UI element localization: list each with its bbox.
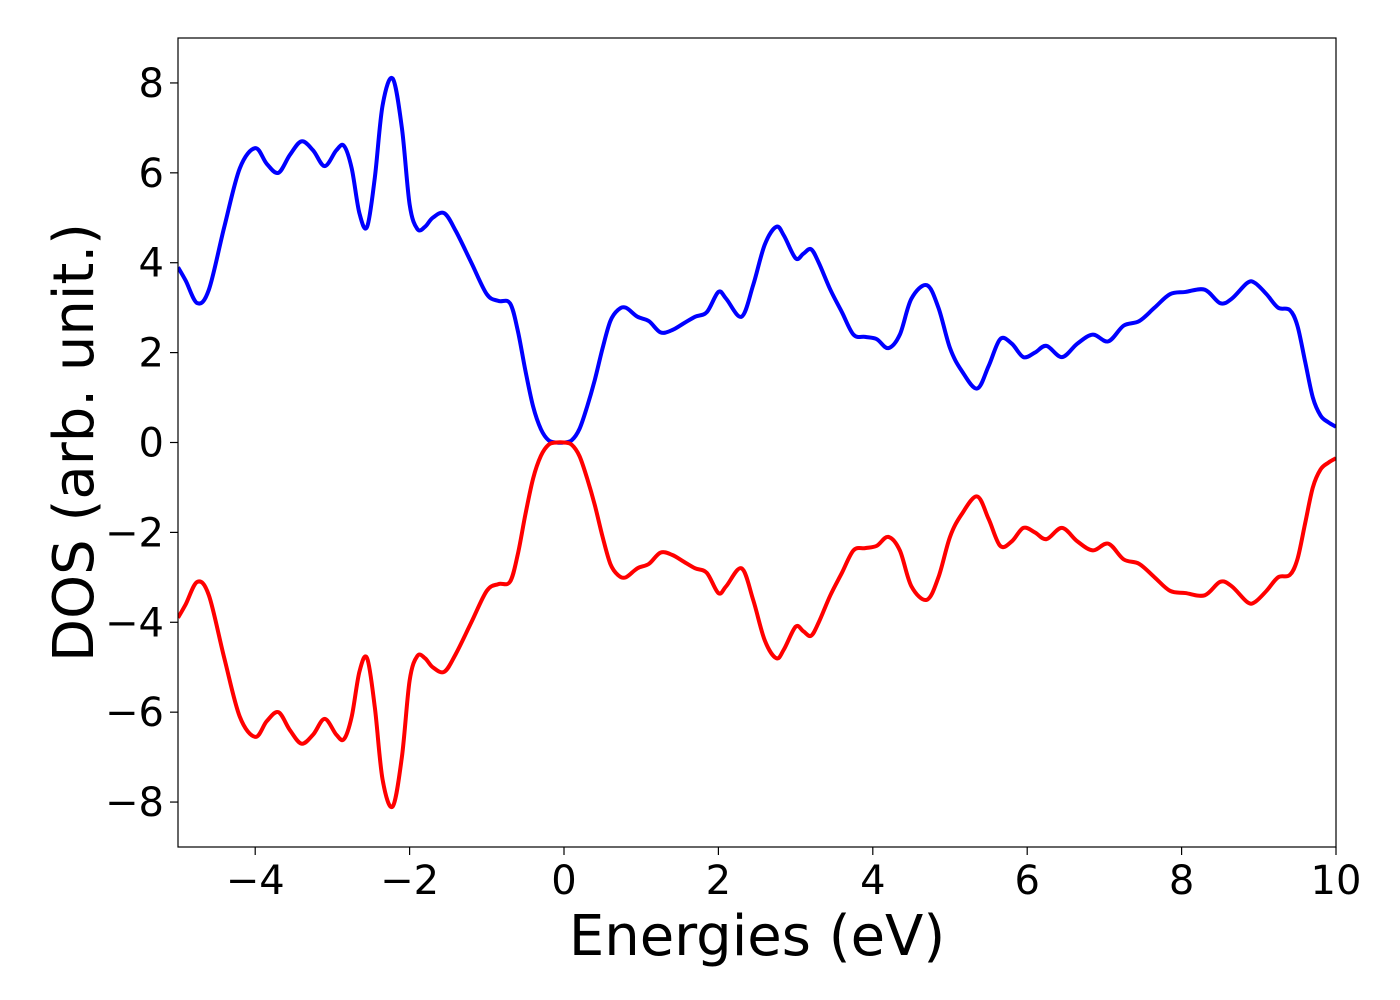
- x-tick-label: 10: [1311, 858, 1362, 904]
- x-tick-label: 0: [551, 858, 576, 904]
- x-tick-label: −2: [380, 858, 439, 904]
- series-line-2: [178, 440, 1336, 810]
- x-tick-label: 6: [1014, 858, 1039, 904]
- y-tick-label: −6: [105, 690, 164, 736]
- y-tick-label: 2: [139, 331, 164, 377]
- y-axis-title: DOS (arb. unit.): [42, 223, 107, 662]
- x-axis-title: Energies (eV): [569, 904, 945, 969]
- y-tick-label: −4: [105, 600, 164, 646]
- y-tick-label: 0: [139, 421, 164, 467]
- y-tick-label: 6: [139, 151, 164, 197]
- x-tick-label: 8: [1169, 858, 1194, 904]
- y-axis-ticks: −8 −6 −4 −2 0 2 4 6 8: [105, 61, 178, 826]
- series-line-1: [178, 75, 1336, 445]
- y-tick-label: 8: [139, 61, 164, 107]
- y-tick-label: 4: [139, 241, 164, 287]
- x-tick-label: 2: [706, 858, 731, 904]
- y-tick-label: −2: [105, 510, 164, 556]
- x-tick-label: 4: [860, 858, 885, 904]
- x-tick-label: −4: [226, 858, 285, 904]
- plot-lines: [178, 75, 1336, 810]
- x-axis-ticks: −4 −2 0 2 4 6 8 10: [226, 847, 1362, 904]
- y-tick-label: −8: [105, 780, 164, 826]
- plot-frame: [177, 37, 1337, 848]
